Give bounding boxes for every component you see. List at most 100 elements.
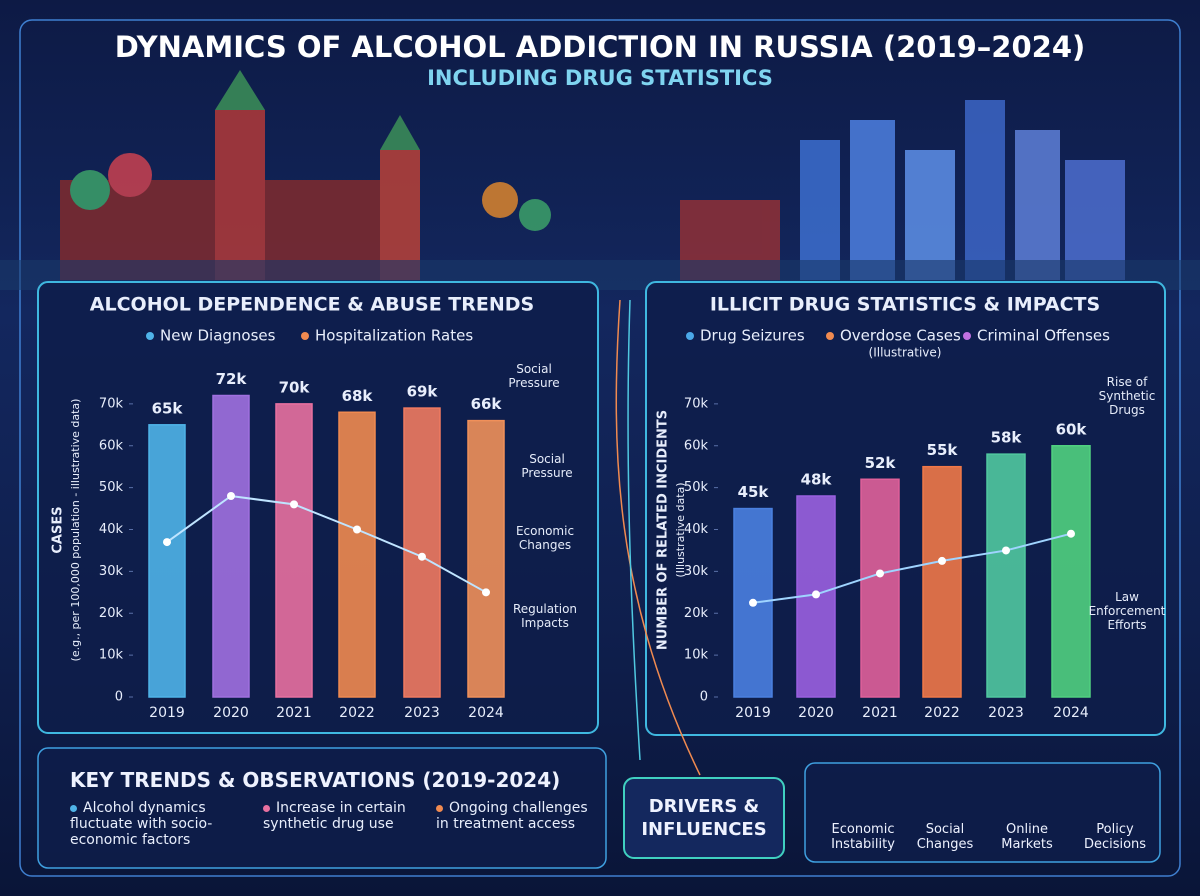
chart-title: ALCOHOL DEPENDENCE & ABUSE TRENDS	[90, 294, 534, 316]
legend-label: Criminal Offenses	[977, 327, 1110, 345]
bar	[1051, 445, 1091, 698]
key-trend-text: Increase in certain synthetic drug use	[263, 800, 406, 832]
legend-label: Drug Seizures	[700, 327, 805, 345]
y-tick-label: 20k	[684, 606, 709, 621]
x-tick-label: 2022	[339, 705, 375, 721]
bullet	[70, 804, 77, 812]
line-point	[163, 538, 171, 547]
value-label: 58k	[991, 429, 1023, 447]
legend-note: (Illustrative)	[869, 346, 942, 360]
y-axis-subtitle: (Illustrative data)	[674, 482, 687, 577]
drivers-title: DRIVERS & INFLUENCES	[641, 796, 767, 840]
legend-label: New Diagnoses	[160, 327, 276, 345]
x-tick-label: 2021	[276, 705, 312, 721]
y-tick-label: 40k	[99, 522, 124, 537]
drivers-box	[623, 777, 785, 859]
y-tick-label: 0	[700, 690, 708, 705]
x-tick-label: 2022	[924, 705, 960, 721]
y-tick-label: 50k	[684, 480, 709, 495]
subtitle: INCLUDING DRUG STATISTICS	[427, 66, 773, 90]
x-tick-label: 2020	[213, 705, 249, 721]
x-tick-label: 2021	[862, 705, 898, 721]
connector	[627, 299, 641, 761]
line-point	[749, 598, 757, 607]
key-trends-title: KEY TRENDS & OBSERVATIONS (2019-2024)	[70, 768, 561, 792]
panel	[37, 747, 607, 869]
legend-label: Overdose Cases	[840, 327, 961, 345]
value-label: 69k	[407, 383, 439, 401]
y-tick-label: 0	[115, 690, 123, 705]
y-tick-label: 30k	[99, 564, 124, 579]
annotation: Regulation Impacts	[512, 602, 578, 630]
line-point	[227, 492, 235, 500]
y-tick-label: 60k	[684, 438, 709, 453]
value-label: 72k	[216, 370, 248, 388]
annotation: Social Pressure	[508, 362, 560, 390]
bar	[922, 465, 962, 698]
chart-title: ILLICIT DRUG STATISTICS & IMPACTS	[710, 294, 1100, 316]
y-axis-title: CASES	[51, 506, 66, 553]
x-tick-label: 2024	[468, 705, 504, 721]
driver: Policy Decisions	[1083, 822, 1147, 852]
x-tick-label: 2019	[149, 705, 185, 721]
value-label: 45k	[738, 483, 770, 501]
frame	[19, 19, 1181, 877]
legend-marker	[301, 332, 309, 340]
value-label: 60k	[1056, 420, 1088, 438]
line-point	[353, 525, 361, 534]
skyline	[0, 70, 1200, 290]
y-tick-label: 10k	[99, 648, 124, 663]
y-tick-label: 70k	[99, 396, 124, 411]
y-axis-subtitle: (e.g., per 100,000 population - illustra…	[69, 399, 82, 662]
y-tick-label: 30k	[684, 564, 709, 579]
bar	[275, 403, 313, 698]
x-tick-label: 2023	[404, 705, 440, 721]
line-point	[418, 552, 426, 561]
panel	[804, 762, 1161, 863]
y-tick-label: 50k	[99, 480, 124, 495]
legend-marker	[963, 332, 971, 340]
connector	[615, 299, 701, 776]
legend-marker	[686, 332, 694, 340]
line-point	[482, 588, 490, 597]
value-label: 68k	[342, 387, 374, 405]
value-label: 66k	[471, 395, 503, 413]
key-trend: Increase in certain synthetic drug use	[263, 800, 438, 832]
bar	[403, 407, 441, 698]
x-tick-label: 2020	[798, 705, 834, 721]
value-label: 55k	[927, 441, 959, 459]
legend-label: Hospitalization Rates	[315, 327, 473, 345]
bar	[467, 419, 505, 698]
driver: Economic Instability	[831, 822, 895, 852]
bar	[212, 394, 250, 698]
x-tick-label: 2019	[735, 705, 771, 721]
y-tick-label: 40k	[684, 522, 709, 537]
bullet	[263, 804, 270, 812]
y-axis-title: NUMBER OF RELATED INCIDENTS	[656, 410, 671, 650]
key-trend-text: Alcohol dynamics fluctuate with socio-ec…	[70, 800, 213, 848]
driver: Online Markets	[1001, 822, 1053, 852]
title: DYNAMICS OF ALCOHOL ADDICTION IN RUSSIA …	[114, 30, 1086, 64]
panel	[645, 281, 1166, 736]
y-tick-label: 70k	[684, 396, 709, 411]
annotation: Economic Changes	[515, 524, 575, 552]
key-trend-text: Ongoing challenges in treatment access	[436, 800, 588, 832]
line	[752, 532, 1072, 604]
bar	[986, 453, 1026, 698]
value-label: 70k	[279, 378, 311, 396]
value-label: 48k	[801, 471, 833, 489]
line-point	[290, 500, 298, 509]
bar	[338, 411, 376, 698]
value-label: 52k	[865, 454, 897, 472]
annotation: Law Enforcement Efforts	[1088, 590, 1166, 632]
x-tick-label: 2024	[1053, 705, 1089, 721]
bar	[860, 478, 900, 698]
legend-marker	[146, 332, 154, 340]
line	[166, 494, 487, 594]
line-point	[1002, 546, 1010, 555]
key-trend: Ongoing challenges in treatment access	[436, 800, 601, 832]
bullet	[436, 804, 443, 812]
annotation: Social Pressure	[521, 452, 573, 480]
